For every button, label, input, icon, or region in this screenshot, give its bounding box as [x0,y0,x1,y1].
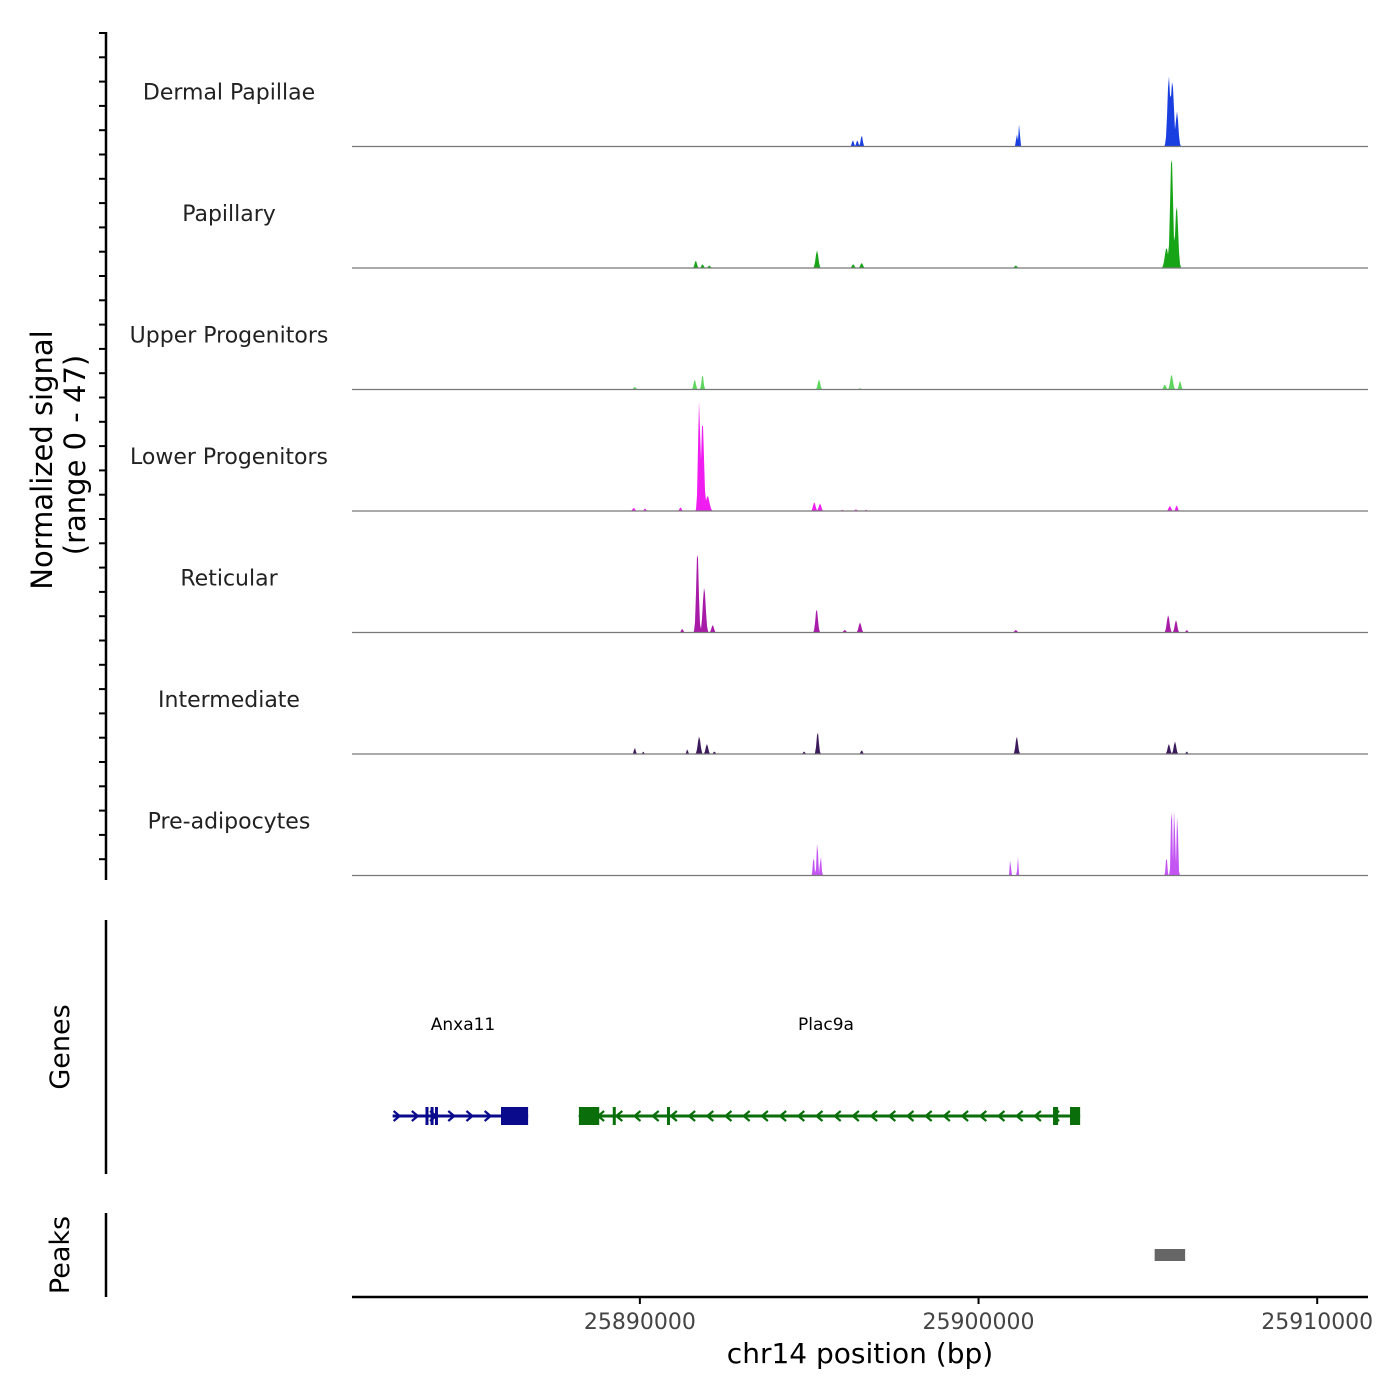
strand-arrow [687,1110,696,1122]
signal-area [352,555,1368,633]
strand-arrow [632,1110,642,1122]
track-intermediate: Intermediate [158,688,1368,755]
x-axis-title: chr14 position (bp) [727,1337,993,1370]
track-label: Intermediate [158,688,300,713]
strand-arrow [1014,1110,1024,1122]
exon [578,1107,600,1125]
strand-arrow [741,1110,751,1122]
strand-arrow [851,1110,860,1122]
track-reticular: Reticular [180,555,1368,634]
strand-arrow [996,1110,1006,1122]
y-axis-title-range: (range 0 - 47) [58,355,92,555]
strand-arrow [483,1110,493,1122]
left-axes [99,32,108,1297]
x-tick-label: 25890000 [584,1310,696,1335]
exon [666,1107,670,1125]
exon [501,1107,529,1125]
strand-arrow [905,1110,915,1122]
track-upper-progenitors: Upper Progenitors [130,324,1368,391]
strand-arrow [411,1110,420,1122]
x-axis: chr14 position (bp) 25890000 25900000 2591… [352,1295,1373,1370]
track-label: Reticular [180,567,278,592]
gene-label: Plac9a [798,1015,854,1035]
strand-arrow [778,1110,787,1122]
track-lower-progenitors: Lower Progenitors [130,401,1368,512]
strand-arrow [978,1110,988,1122]
strand-arrow [465,1110,475,1122]
peaks-track: Peaks [45,1216,1186,1294]
exon [434,1107,438,1125]
x-tick-label: 25910000 [1261,1310,1373,1335]
track-label: Pre-adipocytes [148,810,311,835]
strand-arrow [705,1110,715,1122]
strand-arrow [650,1110,660,1122]
exon [1053,1107,1059,1125]
signal-area [352,159,1368,268]
strand-arrow [392,1110,402,1122]
strand-arrow [887,1110,897,1122]
strand-arrow [1033,1110,1042,1122]
strand-arrow [814,1110,824,1122]
strand-arrow [447,1110,456,1122]
exon [1069,1107,1081,1125]
exon [612,1107,616,1125]
strand-arrow [796,1110,806,1122]
track-label: Upper Progenitors [130,324,329,349]
signal-area [352,76,1368,147]
strand-arrow [960,1110,969,1122]
signal-area [352,732,1368,754]
gene-label: Anxa11 [431,1015,496,1035]
track-pre-adipocytes: Pre-adipocytes [148,810,1368,877]
strand-arrow [869,1110,878,1122]
track-label: Papillary [182,202,276,227]
signal-area [352,401,1368,511]
strand-arrow [832,1110,842,1122]
exon [430,1107,434,1125]
peak-region [1154,1249,1186,1261]
strand-arrow [942,1110,951,1122]
strand-arrow [669,1110,678,1122]
genes-track-label: Genes [45,1004,76,1089]
y-axis-title-main: Normalized signal [25,330,59,589]
track-papillary: Papillary [182,159,1368,269]
track-dermal-papillae: Dermal Papillae [143,76,1368,148]
strand-arrow [923,1110,933,1122]
strand-arrow [614,1110,624,1122]
gene-plac9a: Plac9a [578,1015,1081,1125]
genes-track: Genes Anxa11 Plac9a [45,1004,1081,1125]
y-axis-title: Normalized signal (range 0 - 47) [25,330,92,589]
peaks-track-label: Peaks [45,1216,76,1294]
signal-area [352,810,1368,876]
strand-arrow [760,1110,769,1122]
track-label: Dermal Papillae [143,81,315,106]
gene-anxa11: Anxa11 [392,1015,529,1125]
exon [425,1107,429,1125]
track-label: Lower Progenitors [130,445,328,470]
strand-arrow [723,1110,733,1122]
x-tick-label: 25900000 [923,1310,1035,1335]
signal-area [352,375,1368,390]
signal-tracks: Dermal Papillae Papillary Upper Progenitor… [130,76,1368,877]
